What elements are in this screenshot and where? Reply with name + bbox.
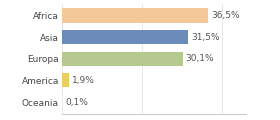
Text: 30,1%: 30,1% xyxy=(186,54,214,63)
Bar xyxy=(62,30,188,44)
Text: 31,5%: 31,5% xyxy=(191,33,220,42)
Bar xyxy=(62,73,69,87)
Bar xyxy=(62,9,208,23)
Text: 36,5%: 36,5% xyxy=(211,11,240,20)
Bar xyxy=(62,52,183,66)
Text: 1,9%: 1,9% xyxy=(73,76,95,85)
Text: 0,1%: 0,1% xyxy=(65,98,88,107)
